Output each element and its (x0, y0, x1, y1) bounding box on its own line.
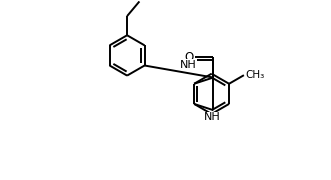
Text: CH₃: CH₃ (245, 70, 264, 80)
Text: NH: NH (180, 60, 197, 70)
Text: NH: NH (204, 112, 221, 122)
Text: O: O (184, 51, 193, 64)
